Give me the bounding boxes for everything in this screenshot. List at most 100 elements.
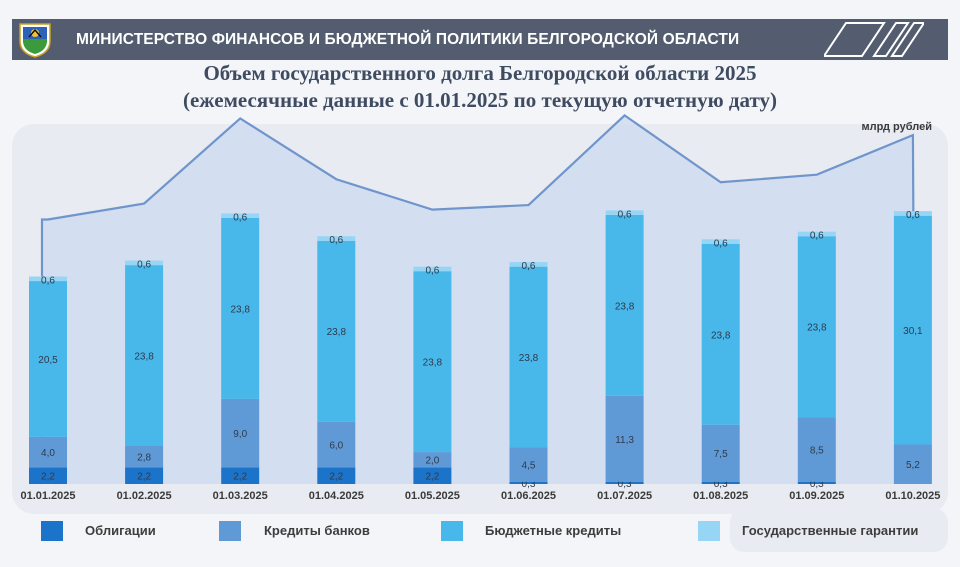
data-label-bank-loans-7: 11,3 (615, 435, 634, 446)
data-label-budget-loans-10: 30,1 (903, 326, 923, 337)
bar-guarantees-3 (221, 213, 260, 218)
data-label-bonds-2: 2,2 (137, 472, 151, 483)
bar-budget-loans-6 (509, 266, 548, 448)
legend-label-budget-loans: Бюджетные кредиты (485, 523, 622, 538)
total-trend-line (40, 113, 916, 483)
legend-label-bonds: Облигации (85, 523, 156, 538)
header-title: МИНИСТЕРСТВО ФИНАНСОВ И БЮДЖЕТНОЙ ПОЛИТИ… (76, 31, 740, 48)
header-decoration (824, 22, 924, 57)
data-label-bonds-4: 2,2 (329, 472, 343, 483)
legend-swatch-budget-loans (441, 521, 463, 541)
x-tick-label-1: 01.01.2025 (20, 490, 75, 502)
data-label-guarantees-10: 0,6 (906, 210, 920, 221)
bar-bonds-2 (125, 467, 164, 484)
bar-budget-loans-3 (221, 218, 260, 399)
bar-budget-loans-9 (797, 236, 836, 418)
data-label-bank-loans-6: 4,5 (522, 461, 536, 472)
data-label-bonds-3: 2,2 (233, 472, 247, 483)
x-tick-label-9: 01.09.2025 (789, 490, 844, 502)
bar-budget-loans-2 (125, 265, 164, 446)
data-label-budget-loans-4: 23,8 (327, 327, 347, 338)
bar-guarantees-4 (317, 236, 356, 241)
bar-bank-loans-1 (29, 436, 67, 468)
data-label-guarantees-8: 0,6 (714, 238, 728, 249)
bar-bank-loans-10 (893, 444, 932, 484)
legend-panel (730, 508, 948, 552)
coat-of-arms-icon (19, 23, 51, 58)
bar-bonds-6 (509, 481, 548, 484)
bar-budget-loans-1 (29, 281, 67, 437)
data-label-budget-loans-7: 23,8 (615, 301, 635, 312)
data-label-bonds-5: 2,2 (425, 472, 439, 483)
bar-guarantees-10 (893, 211, 932, 216)
bar-guarantees-6 (509, 262, 548, 267)
data-label-guarantees-9: 0,6 (810, 231, 824, 242)
x-tick-label-2: 01.02.2025 (117, 490, 172, 502)
bar-guarantees-9 (797, 231, 836, 237)
legend-label-guarantees: Государственные гарантии (742, 523, 919, 538)
bar-bonds-4 (317, 467, 356, 484)
data-label-bonds-9: 0,3 (810, 479, 824, 490)
bar-bank-loans-2 (125, 446, 164, 468)
bar-bank-loans-3 (221, 398, 260, 468)
data-label-guarantees-4: 0,6 (329, 235, 343, 246)
data-label-budget-loans-3: 23,8 (230, 304, 250, 315)
x-tick-label-10: 01.10.2025 (885, 490, 940, 502)
bar-bonds-9 (797, 481, 836, 484)
data-label-guarantees-2: 0,6 (137, 260, 151, 271)
bar-bonds-5 (413, 467, 452, 484)
chart-title: Объем государственного долга Белгородско… (203, 61, 757, 85)
data-label-guarantees-7: 0,6 (618, 209, 632, 220)
data-label-guarantees-1: 0,6 (41, 276, 55, 287)
bar-budget-loans-8 (701, 243, 740, 425)
bar-bank-loans-8 (701, 424, 740, 482)
x-tick-label-7: 01.07.2025 (597, 490, 652, 502)
data-label-bank-loans-4: 6,0 (329, 440, 343, 451)
bar-budget-loans-10 (893, 215, 932, 445)
bar-bank-loans-4 (317, 421, 356, 468)
x-tick-label-5: 01.05.2025 (405, 490, 460, 502)
bar-budget-loans-7 (605, 214, 644, 396)
legend-swatch-bank-loans (219, 521, 241, 541)
data-label-guarantees-6: 0,6 (522, 261, 536, 272)
legend-swatch-guarantees (698, 521, 720, 541)
header-bar: МИНИСТЕРСТВО ФИНАНСОВ И БЮДЖЕТНОЙ ПОЛИТИ… (12, 19, 948, 60)
data-label-bonds-7: 0,3 (618, 479, 632, 490)
data-label-bonds-8: 0,3 (714, 479, 728, 490)
bar-bank-loans-9 (797, 417, 836, 482)
data-label-bonds-1: 2,2 (41, 472, 55, 483)
bar-bonds-1 (29, 467, 67, 484)
data-label-bank-loans-5: 2,0 (425, 456, 439, 467)
bar-budget-loans-4 (317, 240, 356, 422)
bar-guarantees-8 (701, 239, 740, 244)
data-label-budget-loans-2: 23,8 (134, 352, 154, 363)
data-label-bank-loans-9: 8,5 (810, 445, 824, 456)
bar-guarantees-2 (125, 260, 164, 266)
data-label-bank-loans-2: 2,8 (137, 453, 151, 464)
legend-swatch-bonds (41, 521, 63, 541)
x-tick-label-4: 01.04.2025 (309, 490, 364, 502)
data-label-budget-loans-9: 23,8 (807, 323, 827, 334)
x-tick-label-8: 01.08.2025 (693, 490, 748, 502)
bar-bank-loans-7 (605, 395, 644, 482)
data-label-bank-loans-3: 9,0 (233, 429, 247, 440)
data-label-guarantees-5: 0,6 (425, 266, 439, 277)
chart-subtitle: (ежемесячные данные с 01.01.2025 по теку… (182, 88, 777, 112)
data-label-bank-loans-1: 4,0 (41, 448, 55, 459)
bar-bonds-8 (701, 481, 740, 484)
bar-bonds-3 (221, 467, 260, 484)
total-area (42, 115, 915, 485)
bar-guarantees-5 (413, 266, 452, 272)
bar-guarantees-1 (29, 276, 67, 282)
legend-label-bank-loans: Кредиты банков (264, 523, 370, 538)
bar-guarantees-7 (605, 210, 644, 215)
bar-bank-loans-5 (413, 452, 452, 468)
data-label-budget-loans-5: 23,8 (423, 358, 443, 369)
x-tick-label-6: 01.06.2025 (501, 490, 556, 502)
bar-budget-loans-5 (413, 271, 452, 453)
data-label-budget-loans-8: 23,8 (711, 330, 731, 341)
data-label-bank-loans-8: 7,5 (714, 449, 728, 460)
data-label-bank-loans-10: 5,2 (906, 460, 920, 471)
bar-bonds-7 (605, 481, 644, 484)
